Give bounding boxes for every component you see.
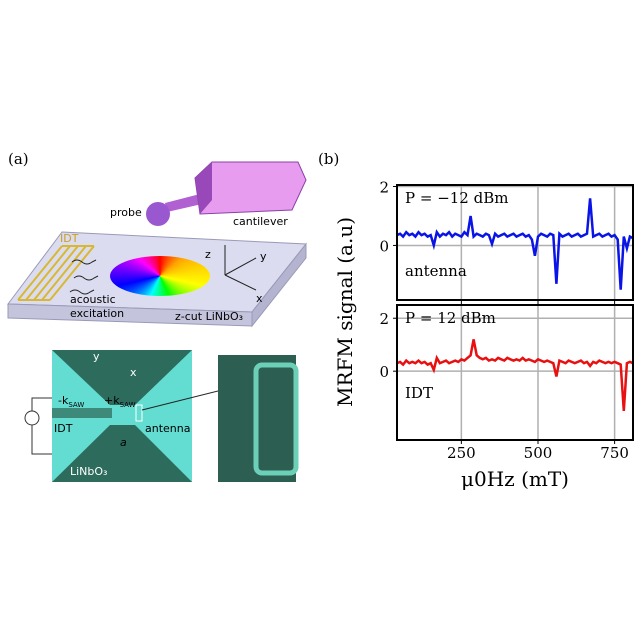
wavy-arrows	[69, 259, 99, 295]
annotation: P = −12 dBm	[405, 189, 508, 207]
axis-label: x	[256, 292, 263, 305]
idt-label: IDT	[60, 232, 79, 245]
annotation: IDT	[405, 384, 433, 402]
idt-electrodes	[17, 245, 95, 301]
micro-dark	[52, 350, 192, 405]
axis-label: z	[205, 248, 211, 261]
micro-antenna	[135, 404, 143, 422]
x-axis-title: μ0Hz (mT)	[461, 467, 569, 491]
data-line	[396, 339, 634, 411]
x-tick-label: 250	[447, 444, 476, 462]
y-tick-label: 0	[379, 237, 389, 255]
cantilever-side	[195, 162, 212, 214]
panel-label: (a)	[8, 150, 29, 168]
probe-label: probe	[110, 206, 142, 219]
data-line	[396, 198, 634, 290]
plot-frame	[396, 184, 634, 301]
annotation: P = 12 dBm	[405, 309, 496, 327]
panel-label: (b)	[318, 150, 339, 168]
zoom-antenna	[253, 362, 299, 476]
x-tick-label: 750	[600, 444, 629, 462]
substrate-label: z-cut LiNbO₃	[175, 310, 243, 323]
y-tick-label: 2	[379, 178, 389, 196]
x-tick-label: 500	[524, 444, 553, 462]
acoustic-label: acoustic	[70, 293, 116, 306]
y-axis-title: MRFM signal (a.u)	[333, 217, 357, 407]
cantilever-label: cantilever	[233, 215, 288, 228]
axes-arrows	[224, 245, 257, 291]
micro-a-label: a	[120, 436, 127, 449]
y-tick-label: 2	[379, 310, 389, 328]
cantilever-beam	[165, 194, 202, 212]
micro-idt-label: IDT	[54, 422, 73, 435]
micro-substrate: LiNbO₃	[70, 465, 107, 478]
slab-side	[251, 242, 307, 328]
acoustic-label: excitation	[70, 307, 124, 320]
axis-label: y	[260, 250, 267, 263]
y-tick-label: 0	[379, 363, 389, 381]
k-label: +kSAW	[104, 394, 136, 409]
circuit	[24, 397, 52, 455]
magnetization-wheel	[110, 256, 210, 296]
micro-axis: x	[130, 366, 137, 379]
plot-frame	[396, 304, 634, 441]
annotation: antenna	[405, 262, 467, 280]
probe-sphere	[146, 202, 170, 226]
micro-antenna-label: antenna	[145, 422, 190, 435]
micro-idt	[52, 408, 112, 418]
k-label: -kSAW	[58, 394, 84, 409]
micro-dark	[52, 425, 192, 482]
micro-axis: y	[93, 350, 100, 363]
